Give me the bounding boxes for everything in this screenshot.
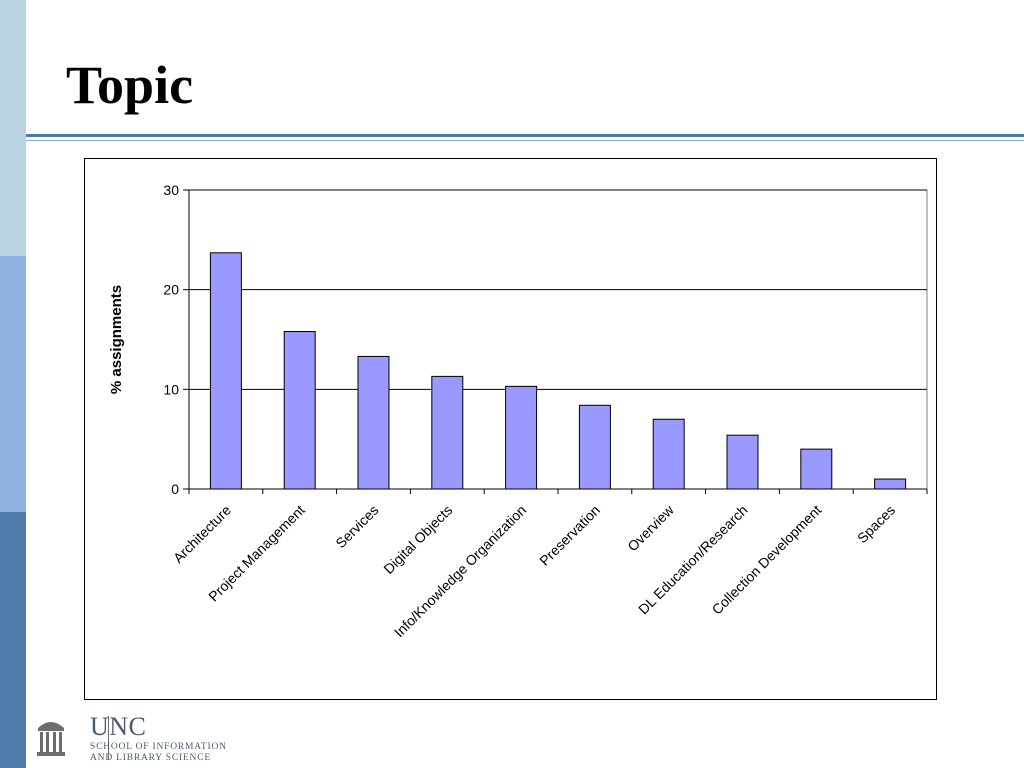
- title-rule-thick: [26, 134, 1024, 137]
- logo-unc-text: UNC: [90, 712, 147, 741]
- x-tick-label-4: Info/Knowledge Organization: [391, 502, 529, 640]
- side-strip-top: [0, 0, 26, 256]
- x-tick-label-6: Overview: [624, 501, 677, 554]
- y-tick-label-20: 20: [163, 282, 179, 298]
- x-tick-label-2: Services: [332, 502, 381, 551]
- bar-9: [874, 478, 907, 490]
- bar-7: [726, 434, 759, 490]
- x-tick-label-9: Spaces: [854, 502, 898, 546]
- bar-0: [209, 252, 242, 490]
- side-strip-middle: [0, 256, 26, 512]
- y-axis-label: % assignments: [108, 285, 125, 394]
- old-well-icon: [37, 722, 65, 756]
- chart-frame: 0 10 20 30% assignments Architecture Project …: [84, 158, 937, 700]
- x-tick-label-0: Architecture: [170, 502, 234, 566]
- y-tick-label-0: 0: [171, 481, 179, 497]
- bar-2: [357, 355, 390, 490]
- logo-school-text: SCHOOL OF INFORMATION AND LIBRARY SCIENC…: [90, 742, 227, 764]
- bar-6: [652, 418, 685, 490]
- bar-5: [578, 404, 611, 490]
- bar-3: [431, 375, 464, 490]
- y-tick-label-30: 30: [163, 182, 179, 198]
- unc-sils-logo: UNC SCHOOL OF INFORMATION AND LIBRARY SC…: [32, 712, 262, 764]
- side-strip-bottom: [0, 512, 26, 768]
- logo-school-line-2: AND LIBRARY SCIENCE: [90, 753, 211, 763]
- bar-8: [800, 448, 833, 490]
- bar-4: [505, 385, 538, 490]
- bar-1: [283, 331, 316, 490]
- x-tick-label-3: Digital Objects: [380, 502, 455, 577]
- logo-school-line-1: SCHOOL OF INFORMATION: [90, 742, 227, 752]
- slide-title: Topic: [66, 55, 194, 115]
- x-tick-label-5: Preservation: [536, 502, 603, 569]
- y-tick-label-10: 10: [163, 381, 179, 397]
- logo-divider: [108, 716, 109, 760]
- title-rule-thin: [26, 140, 1024, 141]
